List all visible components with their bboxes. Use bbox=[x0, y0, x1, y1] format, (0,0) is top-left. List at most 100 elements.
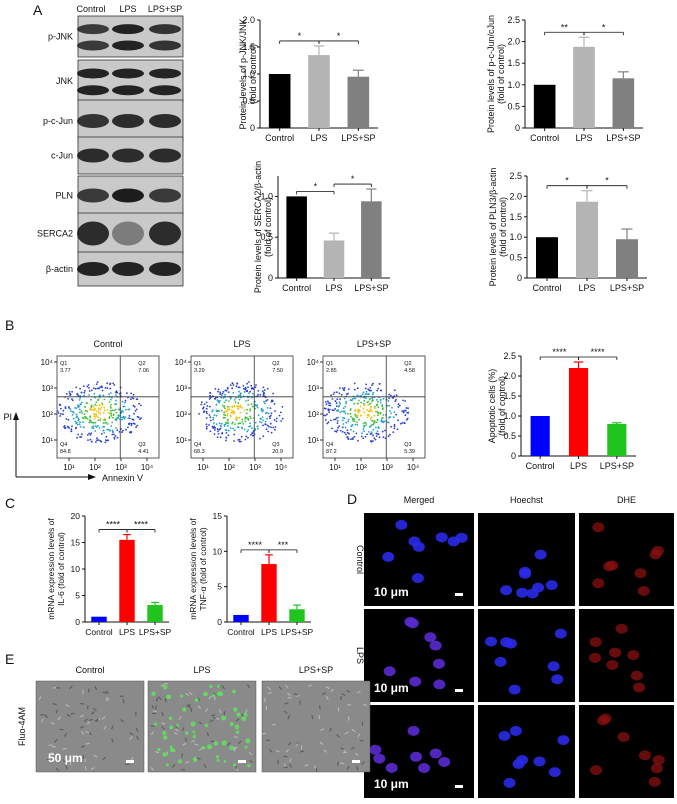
flow-event bbox=[275, 420, 278, 423]
y-axis-label: Protein levels of SERCA2/β-actin bbox=[253, 161, 263, 293]
flow-event bbox=[111, 429, 114, 432]
flow-event bbox=[108, 416, 111, 418]
calcium-signal bbox=[232, 689, 236, 694]
flow-event bbox=[273, 418, 276, 421]
flow-event bbox=[364, 387, 367, 390]
lane-label: LPS+SP bbox=[148, 4, 182, 14]
cell-texture bbox=[288, 763, 293, 768]
flow-event bbox=[365, 383, 367, 386]
flow-event bbox=[405, 418, 408, 421]
flow-event bbox=[132, 418, 135, 421]
flow-event bbox=[227, 391, 230, 393]
flow-event bbox=[76, 404, 79, 407]
nucleus bbox=[590, 765, 603, 776]
flow-event bbox=[222, 397, 225, 399]
calcium-signal bbox=[221, 715, 227, 721]
flow-event bbox=[264, 423, 267, 426]
cell-texture bbox=[320, 728, 325, 732]
calcium-signal bbox=[169, 725, 174, 730]
flow-event bbox=[116, 429, 119, 431]
flow-ylabel: PI bbox=[3, 412, 12, 422]
flow-event bbox=[78, 423, 81, 426]
sig-label: * bbox=[337, 31, 341, 41]
micro-image bbox=[478, 705, 575, 798]
flow-event bbox=[96, 437, 98, 439]
calcium-signal bbox=[182, 707, 187, 712]
flow-event bbox=[205, 410, 208, 413]
calcium-signal bbox=[212, 693, 216, 698]
blot-band bbox=[112, 68, 144, 79]
flow-event bbox=[140, 417, 143, 419]
flow-event bbox=[215, 423, 218, 425]
flow-event bbox=[94, 425, 97, 428]
micro-image bbox=[478, 609, 575, 702]
flow-event bbox=[105, 435, 108, 438]
flow-event bbox=[92, 412, 95, 415]
flow-event bbox=[114, 418, 117, 421]
flow-event bbox=[244, 438, 247, 441]
flow-event bbox=[377, 412, 379, 415]
flow-event bbox=[368, 415, 370, 417]
flow-event bbox=[239, 422, 242, 425]
flow-event bbox=[373, 405, 376, 408]
flow-event bbox=[132, 397, 135, 400]
flow-event bbox=[388, 393, 390, 396]
micro-row-label: LPS bbox=[355, 647, 365, 664]
cell-texture bbox=[315, 767, 318, 773]
flow-event bbox=[356, 416, 358, 419]
scale-bar-label: 10 μm bbox=[374, 681, 409, 695]
flow-event bbox=[205, 423, 208, 426]
quadrant-value: 87.2 bbox=[326, 449, 337, 455]
quadrant-name: Q3 bbox=[138, 442, 145, 448]
flow-event bbox=[371, 397, 374, 400]
flow-event bbox=[382, 414, 385, 416]
cell-texture bbox=[161, 711, 164, 717]
cell-texture bbox=[357, 733, 361, 738]
flow-event bbox=[362, 402, 365, 405]
flow-event bbox=[325, 403, 328, 406]
flow-event bbox=[220, 422, 223, 425]
flow-event bbox=[376, 410, 378, 413]
flow-event bbox=[85, 401, 88, 404]
scale-bar bbox=[126, 760, 134, 763]
flow-event bbox=[263, 392, 266, 395]
cell-texture bbox=[55, 709, 59, 714]
flow-event bbox=[373, 421, 376, 424]
flow-event bbox=[74, 407, 76, 409]
flow-event bbox=[108, 401, 111, 403]
flow-event bbox=[270, 426, 272, 429]
flow-event bbox=[250, 384, 253, 387]
flow-event bbox=[88, 419, 91, 421]
flow-event bbox=[347, 413, 349, 415]
flow-event bbox=[126, 392, 128, 395]
flow-event bbox=[239, 406, 242, 408]
flow-event bbox=[354, 415, 357, 417]
flow-event bbox=[103, 419, 105, 421]
flow-event bbox=[90, 432, 93, 435]
flow-event bbox=[133, 412, 136, 415]
flow-event bbox=[99, 386, 102, 388]
y-tick-label: 1.0 bbox=[503, 411, 516, 421]
flow-event bbox=[209, 394, 211, 397]
flow-event bbox=[397, 403, 400, 406]
flow-event bbox=[89, 408, 92, 410]
flow-event bbox=[344, 405, 347, 408]
flow-event bbox=[360, 435, 363, 438]
cell-texture bbox=[172, 763, 176, 768]
flow-event bbox=[339, 387, 341, 389]
calcium-signal bbox=[236, 712, 241, 717]
flow-event bbox=[368, 393, 370, 395]
flow-event bbox=[232, 411, 235, 414]
flow-event bbox=[218, 422, 221, 425]
flow-event bbox=[94, 407, 97, 410]
flow-event bbox=[349, 428, 352, 431]
flow-event bbox=[226, 387, 229, 390]
calcium-signal bbox=[213, 741, 219, 746]
nucleus bbox=[551, 674, 564, 685]
nucleus bbox=[597, 715, 610, 726]
flow-event bbox=[241, 418, 244, 421]
flow-event bbox=[93, 392, 96, 395]
calcium-signal bbox=[223, 760, 227, 763]
cell-texture bbox=[268, 749, 273, 753]
